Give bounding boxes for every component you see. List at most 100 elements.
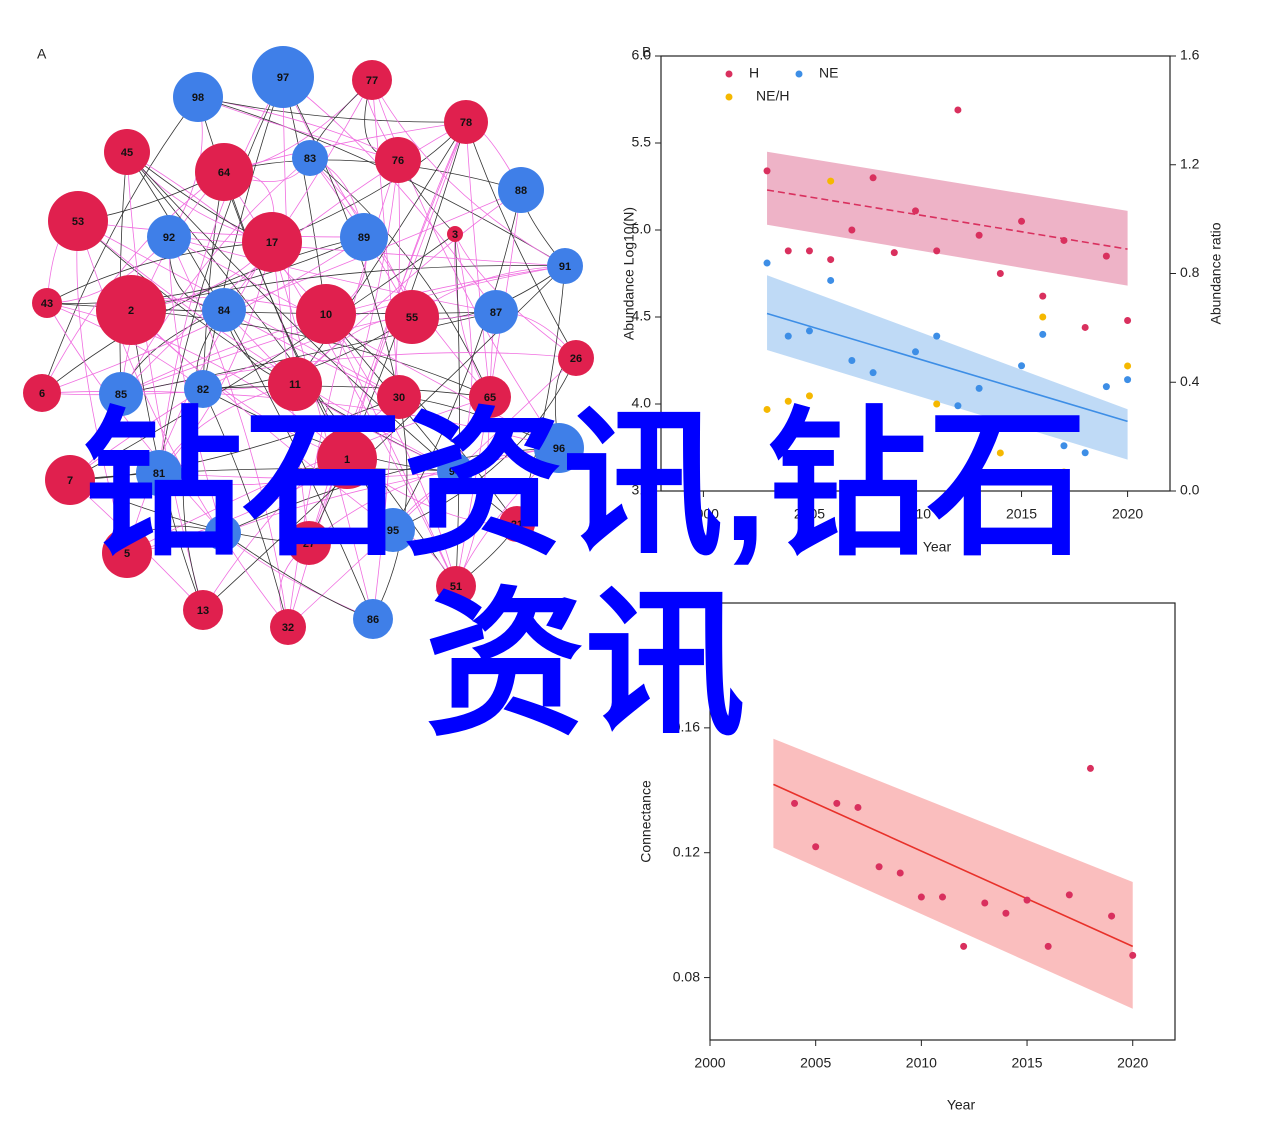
node-label: 13: [197, 605, 209, 617]
point: [848, 226, 856, 234]
edge: [182, 388, 204, 611]
node: [104, 129, 150, 175]
x-tick-label: 2005: [800, 1055, 831, 1071]
y-tick-label: 5.5: [632, 134, 652, 150]
edge: [309, 157, 491, 398]
point: [954, 482, 962, 490]
y2-tick-label: 0.4: [1180, 373, 1200, 389]
point: [869, 465, 877, 473]
legend-label: NE: [819, 65, 838, 81]
node-label: 55: [406, 312, 418, 324]
node: [205, 515, 241, 551]
node-label: 21: [511, 519, 523, 531]
node-label: 89: [358, 232, 370, 244]
node: [184, 370, 222, 408]
node-label: 7: [67, 475, 73, 487]
y2-tick-label: 0.8: [1180, 264, 1200, 280]
node: [437, 453, 473, 489]
edge: [46, 236, 365, 304]
point: [1065, 891, 1073, 899]
node-label: 64: [218, 167, 231, 179]
point: [1102, 252, 1110, 260]
node: [136, 450, 182, 496]
node-label: 43: [41, 298, 53, 310]
point: [1124, 316, 1132, 324]
confidence-band: [767, 151, 1128, 286]
node-label: 2: [128, 305, 134, 317]
point: [1060, 442, 1068, 450]
legend-marker: [725, 70, 733, 78]
node-label: 5: [124, 548, 130, 560]
node-label: 95: [387, 525, 399, 537]
y-tick-label: 5.0: [632, 221, 652, 237]
panel-label: B: [642, 44, 651, 60]
node-label: 32: [282, 622, 294, 634]
point: [805, 247, 813, 255]
point: [954, 402, 962, 410]
edge: [119, 151, 128, 395]
node: [147, 215, 191, 259]
node-label: 87: [490, 307, 502, 319]
point: [763, 259, 771, 267]
node: [287, 521, 331, 565]
node-label: 96: [553, 443, 565, 455]
node-label: 82: [197, 384, 209, 396]
edge: [120, 157, 311, 395]
node-label: 97: [277, 72, 289, 84]
fit-line: [766, 189, 1128, 250]
node-label: 6: [39, 388, 45, 400]
node: [474, 290, 518, 334]
edge: [69, 396, 400, 481]
point: [933, 247, 941, 255]
edge: [41, 171, 225, 394]
edge: [308, 447, 560, 544]
point: [1108, 912, 1116, 920]
edge: [120, 311, 497, 395]
node-label: 30: [393, 392, 405, 404]
point: [1060, 468, 1068, 476]
edge: [223, 189, 522, 311]
edge: [120, 171, 225, 395]
edge: [346, 121, 467, 460]
node: [96, 275, 166, 345]
point: [960, 942, 968, 950]
y2-axis-label: Abundance ratio: [1208, 222, 1224, 324]
edge: [77, 220, 289, 628]
point: [763, 405, 771, 413]
node-label: 77: [366, 75, 378, 87]
y-tick-label: 3.5: [632, 482, 652, 498]
node-label: 45: [121, 147, 133, 159]
edge: [130, 265, 566, 311]
edge: [516, 265, 566, 525]
legend-marker: [725, 93, 733, 101]
edge: [308, 159, 399, 544]
point: [939, 893, 946, 901]
x-axis-label: Year: [923, 539, 952, 555]
node: [48, 191, 108, 251]
x-tick-label: 2010: [900, 506, 931, 522]
edge: [223, 79, 373, 311]
point: [890, 249, 898, 257]
node-label: 86: [367, 614, 379, 626]
edge: [46, 302, 348, 460]
point: [1023, 896, 1031, 904]
node-label: 83: [304, 153, 316, 165]
point: [917, 893, 925, 901]
point: [1018, 217, 1026, 225]
edge: [158, 76, 284, 474]
point: [784, 332, 792, 340]
node: [499, 506, 535, 542]
point: [854, 803, 862, 811]
point: [912, 207, 919, 215]
edge: [202, 385, 491, 398]
edge: [223, 171, 348, 460]
edge: [77, 220, 456, 472]
node: [375, 137, 421, 183]
legend-label: NE/H: [756, 88, 789, 104]
edge: [126, 241, 273, 554]
point: [1060, 236, 1068, 244]
node: [447, 226, 463, 242]
point: [875, 863, 883, 871]
